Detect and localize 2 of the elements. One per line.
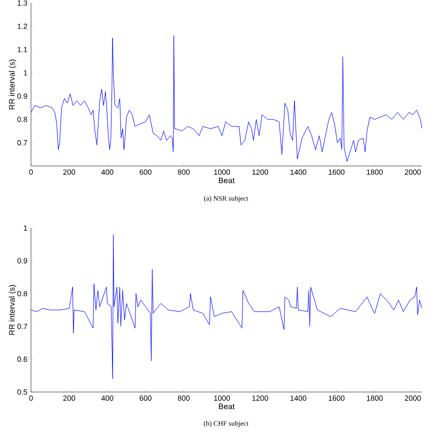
line-series — [31, 234, 422, 380]
line-series — [31, 35, 422, 162]
